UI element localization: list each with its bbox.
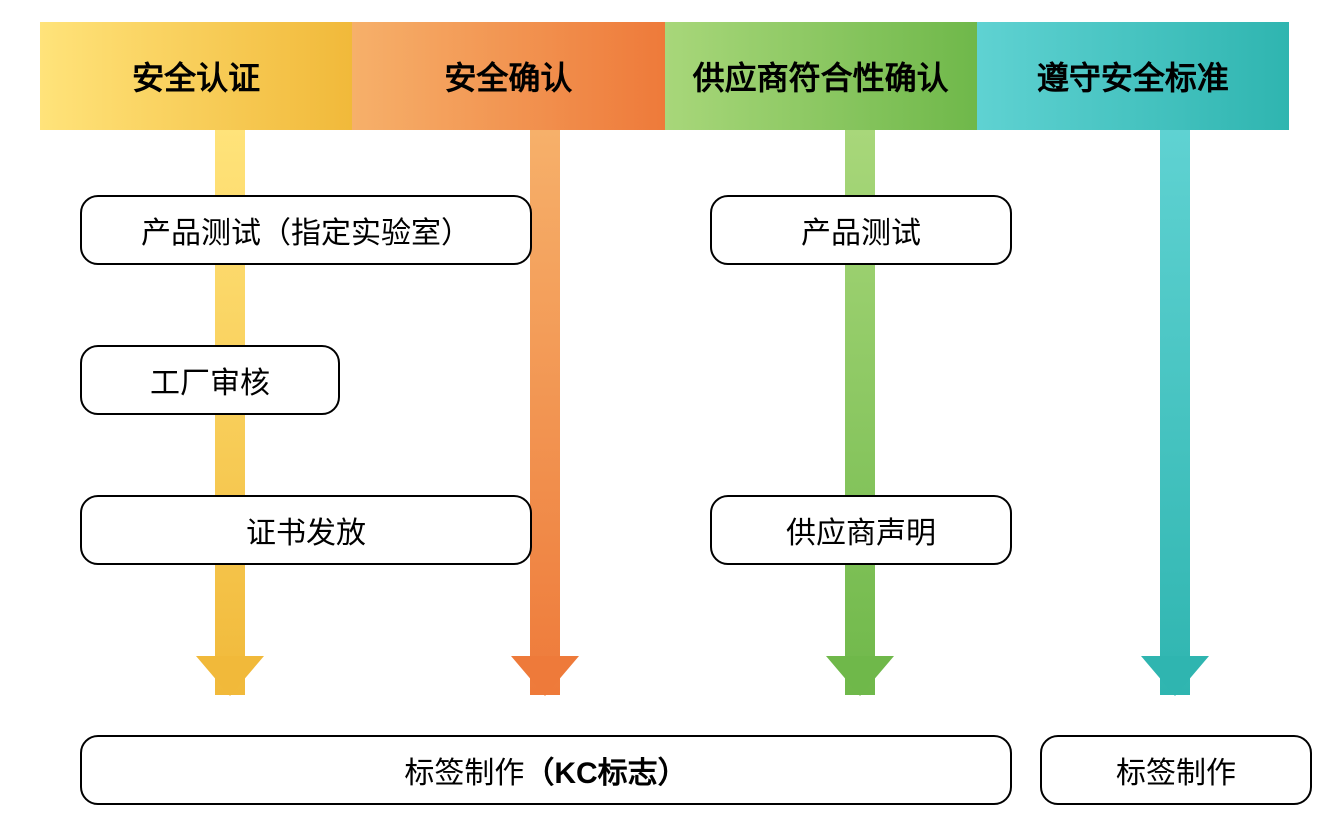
header-label: 安全确认 [444, 53, 572, 99]
step-product-test-lab: 产品测试（指定实验室） [80, 195, 532, 265]
arrow-col-4 [1160, 130, 1190, 695]
step-label: 产品测试（指定实验室） [141, 208, 471, 252]
step-label-making: 标签制作 [1040, 735, 1312, 805]
step-label: 标签制作 [1116, 748, 1236, 792]
step-factory-audit: 工厂审核 [80, 345, 340, 415]
step-cert-issuance: 证书发放 [80, 495, 532, 565]
step-label: 产品测试 [801, 208, 921, 252]
arrow-shaft [530, 130, 560, 695]
arrow-head-icon [196, 656, 264, 696]
header-supplier-conformity: 供应商符合性确认 [665, 22, 977, 130]
step-label: 证书发放 [246, 508, 366, 552]
arrow-col-2 [530, 130, 560, 695]
header-label: 遵守安全标准 [1037, 53, 1229, 99]
flowchart-container: 安全认证 安全确认 供应商符合性确认 遵守安全标准 产品测试（指定实验室） 产品… [0, 0, 1329, 837]
arrow-shaft [1160, 130, 1190, 695]
step-label-bold: （KC标志） [524, 748, 687, 792]
header-safety-confirm: 安全确认 [352, 22, 664, 130]
arrow-head-icon [1141, 656, 1209, 696]
arrow-head-icon [826, 656, 894, 696]
step-label: 工厂审核 [150, 358, 270, 402]
header-row: 安全认证 安全确认 供应商符合性确认 遵守安全标准 [40, 22, 1289, 130]
step-supplier-declaration: 供应商声明 [710, 495, 1012, 565]
header-comply-standard: 遵守安全标准 [977, 22, 1289, 130]
step-label: 供应商声明 [786, 508, 936, 552]
header-label: 安全认证 [132, 53, 260, 99]
step-product-test: 产品测试 [710, 195, 1012, 265]
header-label: 供应商符合性确认 [693, 53, 949, 99]
header-safety-cert: 安全认证 [40, 22, 352, 130]
arrow-head-icon [511, 656, 579, 696]
step-label-plain: 标签制作 [404, 748, 524, 792]
step-label-kc-mark: 标签制作（KC标志） [80, 735, 1012, 805]
